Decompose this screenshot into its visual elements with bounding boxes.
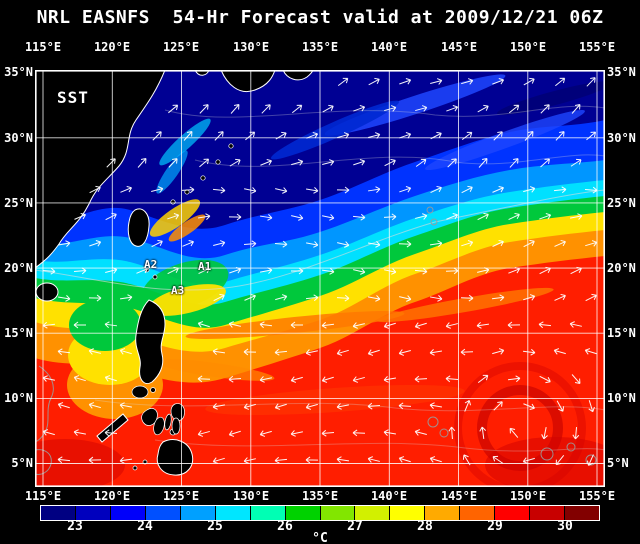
colorbar-segment — [564, 506, 599, 520]
colorbar-segment — [179, 506, 215, 520]
y-tick-label-right: 25°N — [607, 196, 636, 210]
colorbar — [40, 505, 600, 521]
colorbar-segment — [529, 506, 565, 520]
colorbar-segment — [424, 506, 460, 520]
land-taiwan — [127, 208, 150, 247]
y-tick-label-right: 5°N — [607, 456, 629, 470]
colorbar-segment — [214, 506, 250, 520]
y-tick-label-left: 15°N — [4, 326, 33, 340]
x-tick-label-bottom: 120°E — [93, 489, 131, 503]
colorbar-segment — [389, 506, 425, 520]
x-tick-label-bottom: 130°E — [232, 489, 270, 503]
land-hainan — [35, 282, 59, 302]
colorbar-segment — [354, 506, 390, 520]
x-tick-label-top: 130°E — [232, 40, 270, 54]
colorbar-segment — [249, 506, 285, 520]
colorbar-tick-label: 27 — [347, 519, 363, 534]
y-tick-label-right: 10°N — [607, 391, 636, 405]
y-tick-label-left: 25°N — [4, 196, 33, 210]
y-tick-label-left: 5°N — [11, 456, 33, 470]
annotation-a1: A1 — [198, 260, 212, 273]
colorbar-segment — [494, 506, 530, 520]
land-visayas — [131, 385, 185, 436]
x-tick-label-bottom: 125°E — [162, 489, 200, 503]
y-tick-label-right: 15°N — [607, 326, 636, 340]
land-babuyan — [152, 274, 158, 280]
y-tick-label-left: 35°N — [4, 65, 33, 79]
y-tick-label-left: 30°N — [4, 131, 33, 145]
colorbar-segment — [144, 506, 180, 520]
colorbar-tick-label: 23 — [67, 519, 83, 534]
x-tick-label-top: 135°E — [301, 40, 339, 54]
colorbar-tick-label: 28 — [417, 519, 433, 534]
land-china — [35, 70, 166, 269]
sst-field-label: SST — [57, 88, 89, 107]
colorbar-tick-label: 30 — [557, 519, 573, 534]
colorbar-tick-label: 25 — [207, 519, 223, 534]
map-canvas — [35, 70, 605, 487]
x-tick-label-bottom: 145°E — [440, 489, 478, 503]
x-tick-label-top: 145°E — [440, 40, 478, 54]
x-tick-label-top: 120°E — [93, 40, 131, 54]
land-ryukyu-islands — [170, 143, 234, 205]
x-tick-label-top: 150°E — [509, 40, 547, 54]
colorbar-segment — [459, 506, 495, 520]
x-tick-label-bottom: 140°E — [370, 489, 408, 503]
x-tick-label-bottom: 150°E — [509, 489, 547, 503]
colorbar-unit-label: °C — [312, 531, 328, 544]
x-tick-label-bottom: 135°E — [301, 489, 339, 503]
colorbar-segment — [284, 506, 320, 520]
colorbar-segment — [109, 506, 145, 520]
y-tick-label-right: 30°N — [607, 131, 636, 145]
figure-title: NRL EASNFS 54-Hr Forecast valid at 2009/… — [36, 7, 604, 28]
y-tick-label-right: 20°N — [607, 261, 636, 275]
annotation-a2: A2 — [144, 258, 158, 271]
colorbar-tick-row: 23 24 25 26 27 28 29 30 — [40, 519, 600, 534]
y-tick-label-left: 10°N — [4, 391, 33, 405]
annotation-a3: A3 — [171, 284, 185, 297]
x-tick-label-top: 155°E — [578, 40, 616, 54]
colorbar-segment — [319, 506, 355, 520]
y-tick-label-left: 20°N — [4, 261, 33, 275]
land-kyushu — [220, 70, 276, 92]
grid-layer — [35, 70, 605, 487]
colorbar-segment — [41, 506, 75, 520]
map-border — [35, 70, 605, 487]
current-vector-layer — [42, 77, 598, 466]
land-mindanao — [156, 439, 194, 476]
x-tick-label-top: 115°E — [24, 40, 62, 54]
land-layer — [35, 70, 597, 476]
x-tick-label-bottom: 115°E — [24, 489, 62, 503]
x-tick-label-top: 140°E — [370, 40, 408, 54]
land-sulu — [132, 465, 138, 471]
x-tick-label-bottom: 155°E — [578, 489, 616, 503]
colorbar-tick-label: 24 — [137, 519, 153, 534]
colorbar-segment — [74, 506, 110, 520]
x-tick-label-top: 125°E — [162, 40, 200, 54]
colorbar-tick-label: 26 — [277, 519, 293, 534]
y-tick-label-right: 35°N — [607, 65, 636, 79]
land-sulu — [142, 459, 148, 465]
colorbar-tick-label: 29 — [487, 519, 503, 534]
land-luzon — [135, 299, 166, 384]
